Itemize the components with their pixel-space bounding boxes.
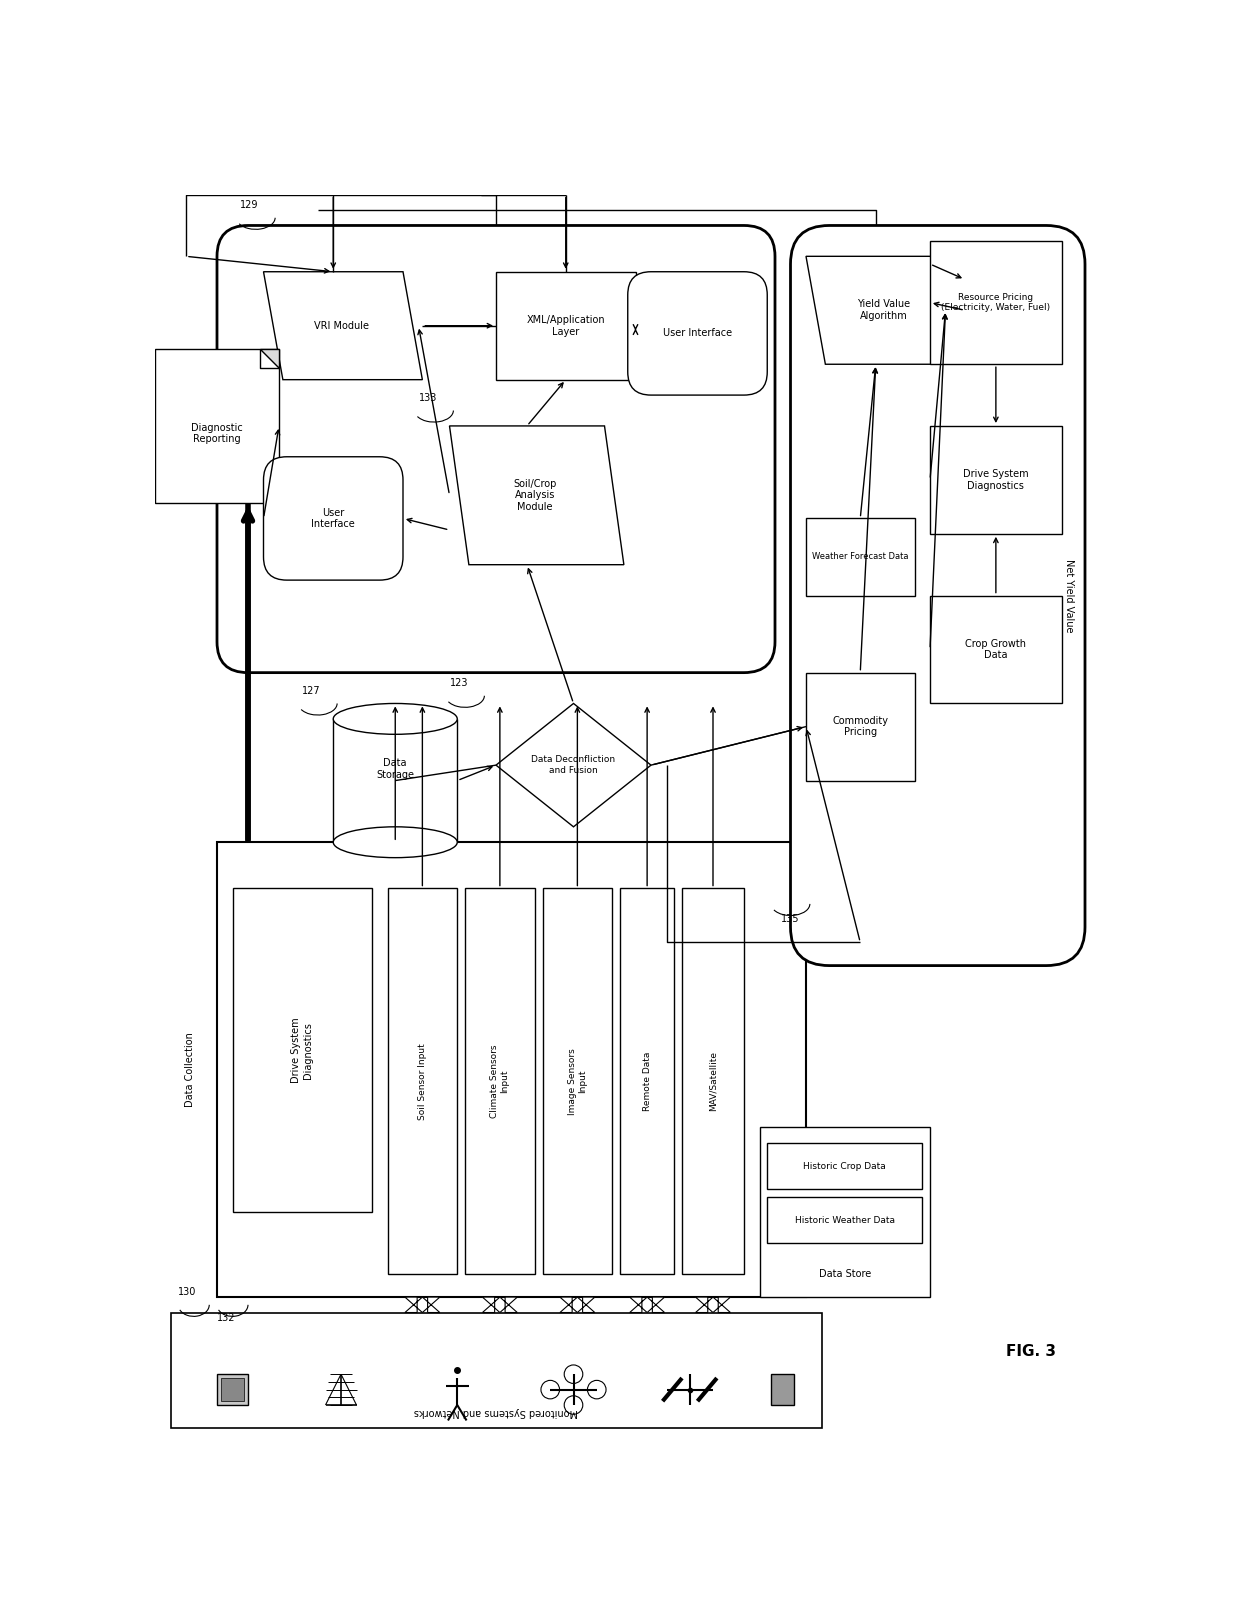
Text: User Interface: User Interface bbox=[663, 328, 732, 339]
Ellipse shape bbox=[334, 704, 458, 735]
Polygon shape bbox=[405, 1298, 440, 1312]
Text: Crop Growth
Data: Crop Growth Data bbox=[966, 639, 1027, 660]
FancyBboxPatch shape bbox=[791, 225, 1085, 965]
Text: Soil Sensor Input: Soil Sensor Input bbox=[418, 1043, 427, 1119]
Text: Data
Storage: Data Storage bbox=[376, 757, 414, 780]
Ellipse shape bbox=[334, 827, 458, 858]
Polygon shape bbox=[560, 1298, 595, 1312]
Polygon shape bbox=[630, 1298, 665, 1312]
Text: Historic Crop Data: Historic Crop Data bbox=[804, 1161, 887, 1171]
Bar bbox=[387, 889, 458, 1273]
Text: Monitored Systems and Networks: Monitored Systems and Networks bbox=[414, 1406, 578, 1416]
Bar bbox=[171, 1312, 821, 1427]
Bar bbox=[334, 719, 458, 842]
Bar bbox=[221, 1379, 244, 1401]
FancyBboxPatch shape bbox=[217, 225, 775, 673]
Text: VRI Module: VRI Module bbox=[314, 321, 368, 331]
Bar bbox=[465, 889, 534, 1273]
Bar bbox=[620, 889, 675, 1273]
Text: 132: 132 bbox=[217, 1312, 236, 1322]
Text: Resource Pricing
(Electricity, Water, Fuel): Resource Pricing (Electricity, Water, Fu… bbox=[941, 294, 1050, 313]
Text: 127: 127 bbox=[303, 686, 321, 696]
Text: 133: 133 bbox=[419, 393, 436, 402]
Text: 123: 123 bbox=[449, 678, 467, 688]
Bar bbox=[682, 889, 744, 1273]
Text: Drive System
Diagnostics: Drive System Diagnostics bbox=[291, 1017, 312, 1083]
Bar bbox=[806, 519, 915, 595]
Bar bbox=[155, 349, 279, 503]
FancyBboxPatch shape bbox=[263, 457, 403, 581]
Text: Drive System
Diagnostics: Drive System Diagnostics bbox=[963, 469, 1029, 491]
Text: Climate Sensors
Input: Climate Sensors Input bbox=[490, 1045, 510, 1118]
Bar bbox=[233, 889, 372, 1212]
Text: Image Sensors
Input: Image Sensors Input bbox=[568, 1048, 587, 1114]
Polygon shape bbox=[449, 427, 624, 564]
Text: XML/Application
Layer: XML/Application Layer bbox=[527, 315, 605, 336]
Polygon shape bbox=[259, 349, 279, 368]
Polygon shape bbox=[806, 256, 965, 365]
Text: Historic Weather Data: Historic Weather Data bbox=[795, 1215, 895, 1225]
Bar bbox=[806, 673, 915, 780]
Bar bbox=[217, 842, 806, 1298]
FancyBboxPatch shape bbox=[627, 272, 768, 396]
Polygon shape bbox=[496, 704, 651, 827]
Text: Data Store: Data Store bbox=[818, 1268, 870, 1280]
Text: Diagnostic
Reporting: Diagnostic Reporting bbox=[191, 423, 243, 444]
Bar bbox=[768, 1197, 923, 1242]
Text: Soil/Crop
Analysis
Module: Soil/Crop Analysis Module bbox=[513, 478, 557, 513]
Text: Data Collection: Data Collection bbox=[185, 1032, 195, 1108]
Bar bbox=[496, 272, 635, 380]
Bar bbox=[930, 242, 1061, 365]
Text: Yield Value
Algorithm: Yield Value Algorithm bbox=[857, 300, 910, 321]
Text: Data Deconfliction
and Fusion: Data Deconfliction and Fusion bbox=[532, 756, 615, 775]
Bar bbox=[930, 595, 1061, 704]
Text: Net Yield Value: Net Yield Value bbox=[1064, 560, 1075, 633]
Bar bbox=[771, 1374, 795, 1405]
Bar bbox=[768, 1144, 923, 1189]
Bar bbox=[759, 1127, 930, 1298]
Bar bbox=[543, 889, 613, 1273]
Text: 135: 135 bbox=[781, 915, 800, 925]
Text: Weather Forecast Data: Weather Forecast Data bbox=[812, 553, 909, 561]
Bar bbox=[217, 1374, 248, 1405]
Text: Commodity
Pricing: Commodity Pricing bbox=[832, 715, 888, 738]
Polygon shape bbox=[263, 272, 423, 380]
Text: User
Interface: User Interface bbox=[311, 508, 355, 529]
Text: FIG. 3: FIG. 3 bbox=[1006, 1343, 1055, 1359]
Text: MAV/Satellite: MAV/Satellite bbox=[708, 1051, 718, 1111]
Text: Remote Data: Remote Data bbox=[642, 1051, 652, 1111]
Polygon shape bbox=[696, 1298, 730, 1312]
Polygon shape bbox=[482, 1298, 517, 1312]
Text: 130: 130 bbox=[179, 1288, 197, 1298]
Bar bbox=[930, 427, 1061, 534]
Text: 129: 129 bbox=[241, 200, 259, 211]
